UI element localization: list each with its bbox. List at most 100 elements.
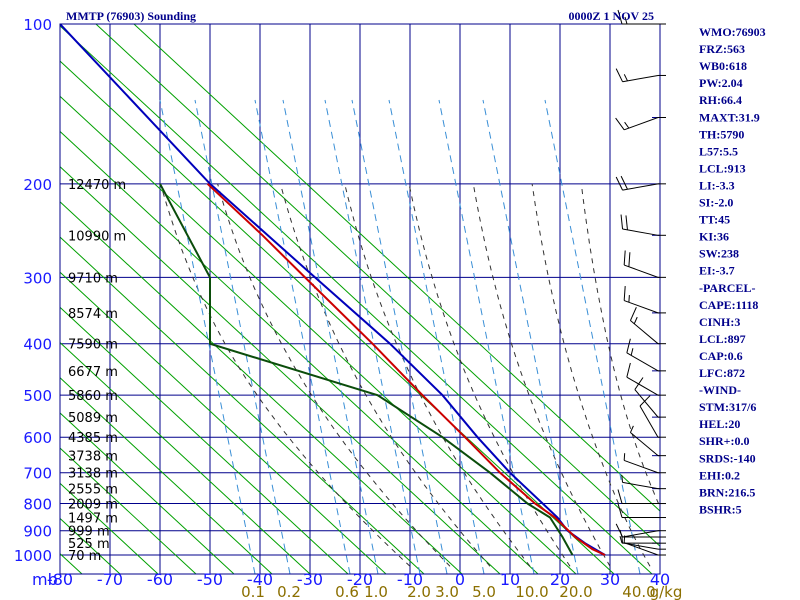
moist-adiabat-line (472, 183, 611, 567)
temperature-tick-label: -80 (47, 570, 73, 589)
temperature-tick-label: -20 (347, 570, 373, 589)
height-label: 5860 m (68, 389, 118, 404)
dry-adiabat-line (60, 25, 653, 574)
index-item: CAPE:1118 (699, 298, 758, 312)
wind-barb (615, 175, 666, 191)
moist-adiabat-line (580, 183, 660, 509)
dry-adiabat-line (60, 60, 615, 574)
wind-barb (615, 68, 666, 83)
mixing-ratio-label: 2.0 (407, 583, 431, 600)
mixing-ratio-line (388, 99, 485, 574)
index-item: SW:238 (699, 247, 739, 261)
mixing-ratio-line (254, 99, 351, 574)
mixing-ratio-line (438, 99, 535, 574)
dry-adiabat-line (0, 0, 6, 574)
index-item: LCL:913 (699, 161, 746, 175)
temperature-tick-label: 20 (550, 570, 570, 589)
wind-barb (615, 117, 666, 131)
height-label: 9710 m (68, 271, 118, 286)
height-label: 4385 m (68, 431, 118, 446)
height-label: 525 m (68, 537, 110, 552)
pressure-tick-label: 1000 (14, 547, 52, 565)
pressure-tick-label: 300 (23, 269, 52, 287)
index-item: L57:5.5 (699, 144, 738, 158)
index-item: LCL:897 (699, 332, 746, 346)
index-item: -WIND- (699, 383, 741, 397)
index-item: SI:-2.0 (699, 196, 733, 210)
mixing-ratio-line (194, 99, 291, 574)
height-label: 3738 m (68, 450, 118, 465)
wind-barb (626, 362, 666, 396)
index-item: BSHR:5 (699, 502, 742, 516)
station-title: MMTP (76903) Sounding (66, 9, 196, 23)
mixing-ratio-label: g/kg (650, 583, 683, 600)
temperature-tick-label: 0 (455, 570, 465, 589)
temperature-tick-label: -70 (97, 570, 123, 589)
height-label: 999 m (68, 525, 110, 540)
wind-barb (623, 250, 666, 278)
dry-adiabat-line (60, 447, 197, 574)
wind-barb (629, 425, 666, 457)
moist-adiabat-line (279, 183, 491, 567)
dry-adiabat-line (60, 377, 273, 574)
index-item: TT:45 (699, 213, 730, 227)
temperature-tick-label: -30 (297, 570, 323, 589)
mixing-ratio-line (282, 99, 379, 574)
dry-adiabat-line (60, 236, 425, 574)
index-item: SRDS:-140 (699, 451, 756, 465)
index-item: MAXT:31.9 (699, 110, 760, 124)
dry-adiabat-line (60, 130, 539, 574)
moist-adiabat-line (160, 183, 411, 567)
pressure-tick-label: 400 (23, 336, 52, 354)
index-item: LI:-3.3 (699, 178, 735, 192)
index-item: LFC:872 (699, 366, 745, 380)
valid-time: 0000Z 1 NOV 25 (569, 9, 654, 23)
pressure-tick-label: 900 (23, 523, 52, 541)
wind-barb (623, 453, 666, 474)
wind-barb (615, 523, 666, 538)
temperature-tick-label: -60 (147, 570, 173, 589)
wind-barb (620, 214, 666, 236)
mixing-ratio-line (159, 99, 256, 574)
index-item: WB0:618 (699, 59, 747, 73)
height-label: 5089 m (68, 411, 118, 426)
index-item: CINH:3 (699, 315, 740, 329)
dry-adiabat-line (60, 165, 501, 574)
indices-panel: WMO:76903 FRZ:563 WB0:618 PW:2.04 RH:66.4 MAX… (699, 25, 766, 516)
temperature-tick-label: -50 (197, 570, 223, 589)
height-label: 12470 m (68, 178, 126, 193)
pressure-unit-label: mb (32, 570, 58, 589)
index-item: PW:2.04 (699, 76, 743, 90)
wind-barb (626, 338, 666, 372)
dry-adiabat-line (60, 95, 577, 574)
height-label: 8574 m (68, 307, 118, 322)
temperature-tick-label: 10 (500, 570, 520, 589)
temperature-tick-label: -40 (247, 570, 273, 589)
wind-barb (634, 377, 666, 418)
mixing-ratio-label: 0.1 (241, 583, 265, 600)
wind-barb (617, 503, 666, 519)
moist-adiabat-line (344, 183, 531, 567)
pressure-tick-label: 200 (23, 176, 52, 194)
wind-barb (629, 307, 666, 345)
moist-adiabat-line (408, 183, 571, 567)
mixing-ratio-line (482, 99, 579, 574)
wind-barb (617, 489, 666, 505)
mixing-ratio-label: 3.0 (435, 583, 459, 600)
mixing-ratio-label: 10.0 (515, 583, 548, 600)
index-item: STM:317/6 (699, 400, 756, 414)
index-item: RH:66.4 (699, 93, 742, 107)
index-item: CAP:0.6 (699, 349, 743, 363)
parcel-line (60, 24, 606, 556)
pressure-tick-label: 100 (23, 16, 52, 34)
height-label: 1497 m (68, 512, 118, 527)
mixing-ratio-label: 40.0 (622, 583, 655, 600)
index-item: BRN:216.5 (699, 485, 755, 499)
index-item: SHR+:0.0 (699, 434, 750, 448)
moist-adiabat-line (217, 183, 451, 567)
wind-barb (623, 286, 666, 314)
index-item: -PARCEL- (699, 281, 755, 295)
temperature-tick-label: 40 (650, 570, 670, 589)
height-label: 7590 m (68, 338, 118, 353)
